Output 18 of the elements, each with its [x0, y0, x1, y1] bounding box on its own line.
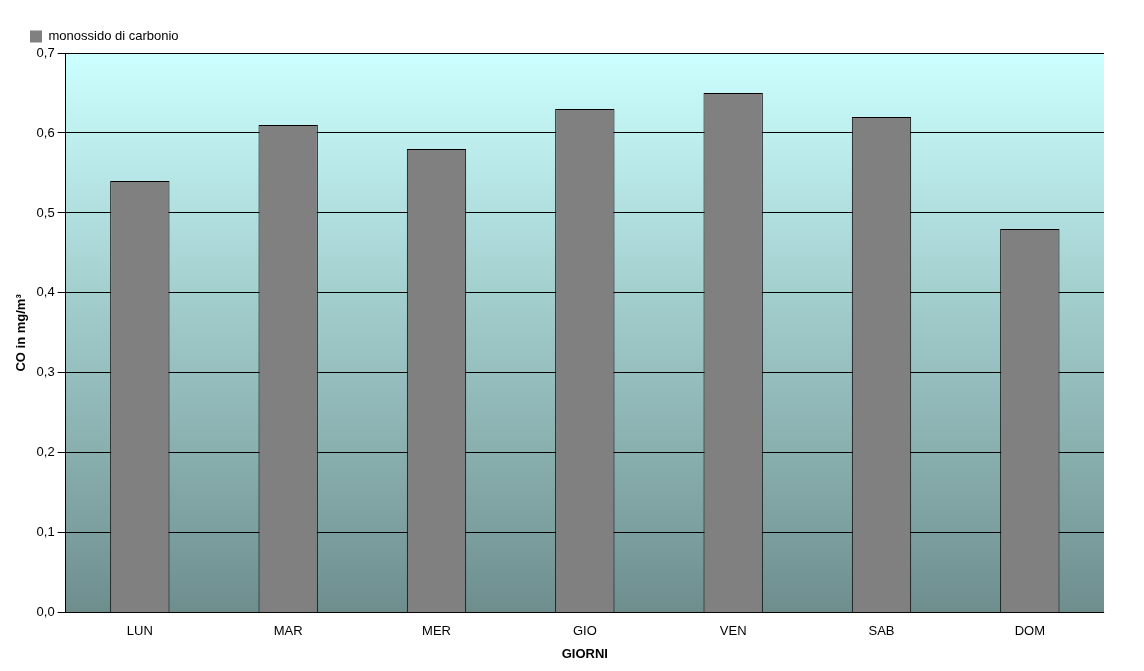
x-tick-label: LUN [126, 623, 153, 639]
y-axis-title: CO in mg/m³ [13, 293, 29, 372]
y-tick-label: 0,4 [36, 284, 55, 300]
y-tick-label: 0,3 [36, 364, 55, 380]
y-tick-label: 0,7 [36, 44, 55, 60]
x-tick-label: GIO [572, 623, 597, 639]
y-tick-label: 0,2 [36, 444, 55, 460]
y-tick-label: 0,5 [36, 204, 55, 220]
x-tick-label: MER [422, 623, 451, 639]
x-tick-label: SAB [868, 623, 895, 639]
y-tick-label: 0,0 [36, 604, 55, 620]
legend-label: monossido di carbonio [48, 28, 179, 44]
x-tick-label: DOM [1014, 623, 1046, 639]
x-tick-label: MAR [273, 623, 303, 639]
y-tick-label: 0,1 [36, 524, 55, 540]
y-tick-label: 0,6 [36, 124, 55, 140]
x-tick-label: VEN [719, 623, 747, 639]
x-axis-title: GIORNI [561, 645, 608, 661]
